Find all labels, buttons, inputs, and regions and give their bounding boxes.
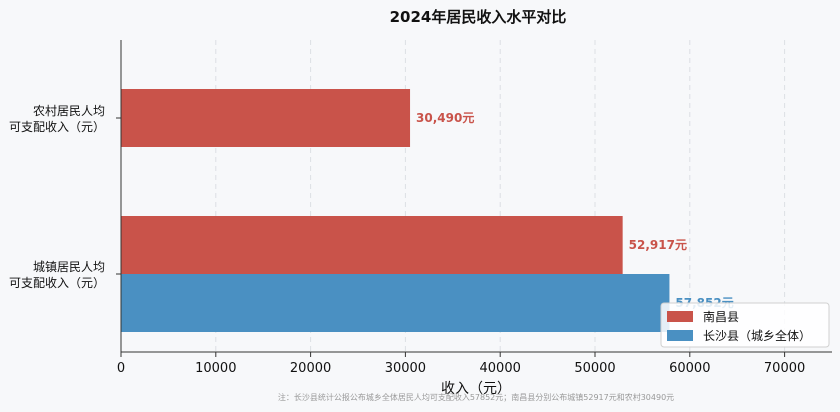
bar-value-label: 30,490元 bbox=[416, 111, 474, 125]
legend-label: 长沙县（城乡全体） bbox=[703, 328, 811, 343]
x-tick-label: 20000 bbox=[290, 361, 331, 376]
chart-title: 2024年居民收入水平对比 bbox=[390, 8, 567, 26]
x-tick-label: 60000 bbox=[669, 361, 710, 376]
y-tick-label: 可支配收入（元） bbox=[9, 120, 105, 134]
footnote: 注：长沙县统计公报公布城乡全体居民人均可支配收入57852元；南昌县分别公布城镇… bbox=[278, 392, 674, 402]
axes: 0 10000 20000 30000 40000 50000 60000 70000 农村居民… bbox=[9, 40, 832, 376]
x-tick-label: 10000 bbox=[195, 361, 236, 376]
x-tick-label: 0 bbox=[117, 361, 125, 376]
legend-swatch bbox=[667, 330, 693, 341]
legend-label: 南昌县 bbox=[703, 309, 739, 324]
x-tick-label: 30000 bbox=[385, 361, 426, 376]
bar bbox=[121, 216, 623, 274]
y-tick-label: 城镇居民人均 bbox=[33, 260, 105, 274]
x-tick-label: 70000 bbox=[764, 361, 805, 376]
bar-value-label: 52,917元 bbox=[629, 238, 687, 252]
x-tick-label: 50000 bbox=[574, 361, 615, 376]
bars bbox=[121, 89, 670, 332]
y-tick-label: 可支配收入（元） bbox=[9, 276, 105, 290]
grid-lines bbox=[215, 40, 786, 352]
legend-swatch bbox=[667, 311, 693, 322]
legend-box bbox=[660, 302, 830, 348]
bar bbox=[121, 274, 670, 332]
x-tick-label: 40000 bbox=[480, 361, 521, 376]
y-tick-label: 农村居民人均 bbox=[33, 104, 105, 118]
bar bbox=[121, 89, 411, 147]
x-axis-label: 收入（元） bbox=[441, 381, 511, 397]
